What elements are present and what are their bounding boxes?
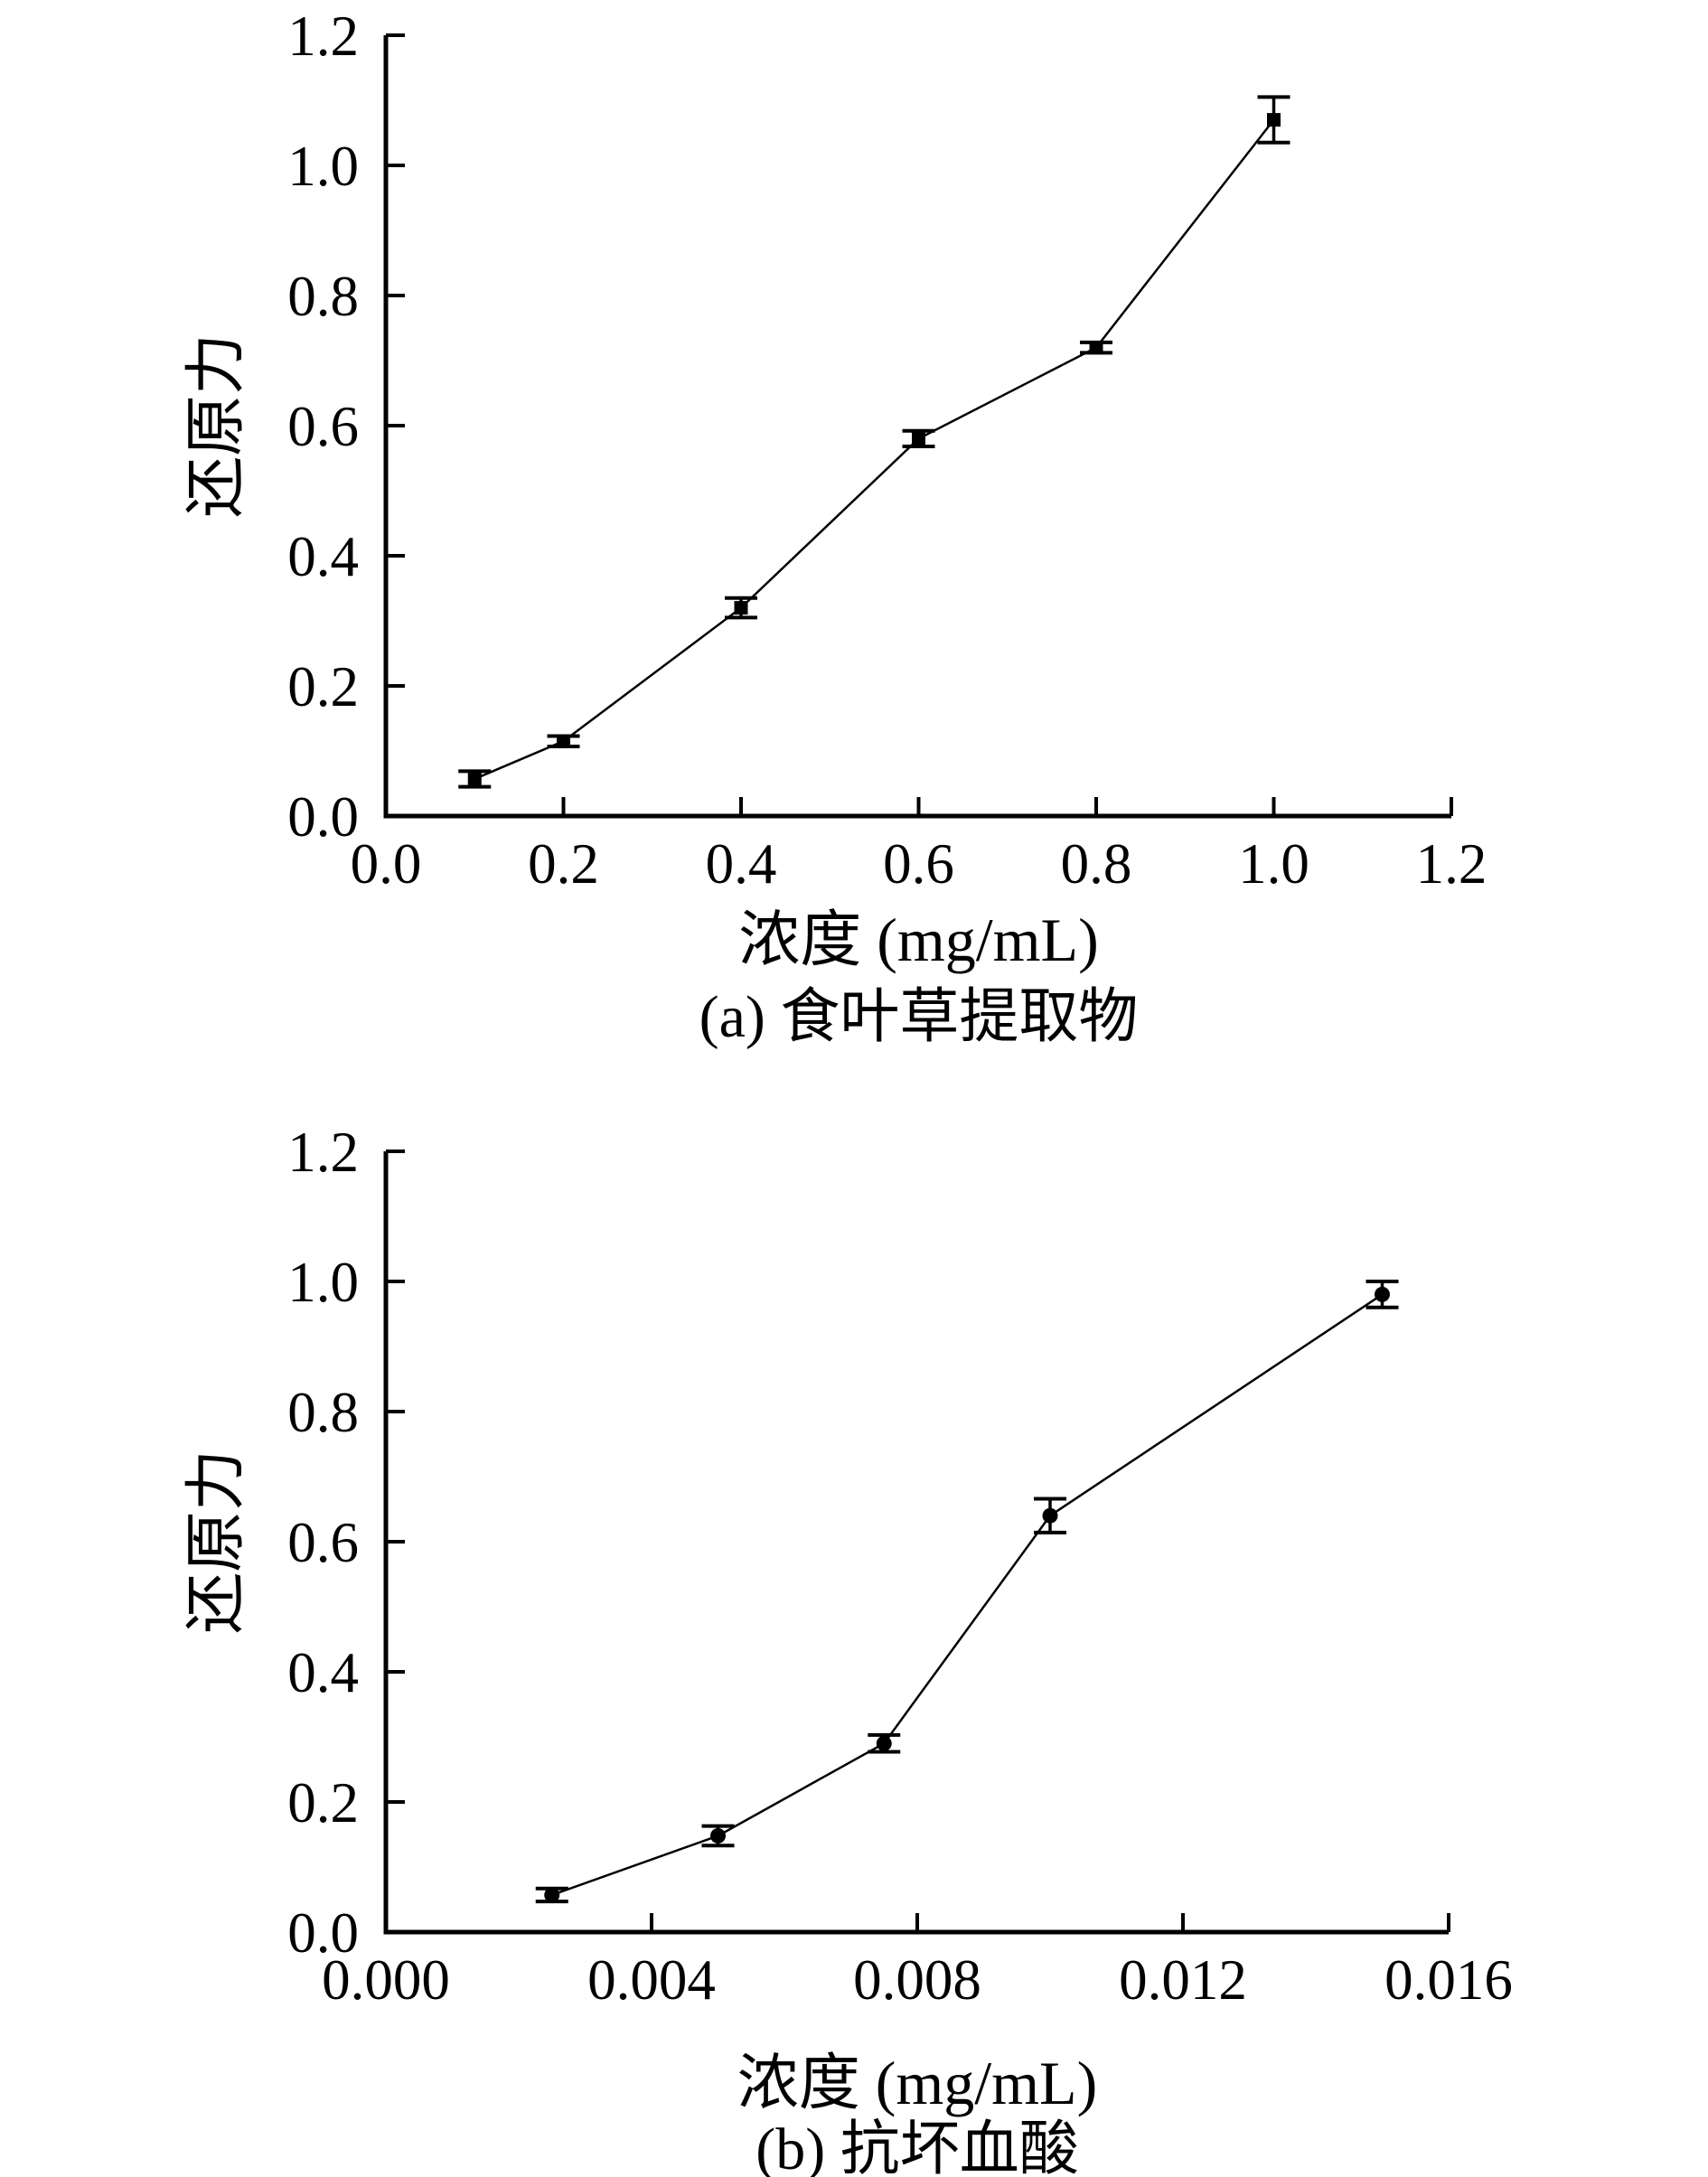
x-tick-label: 1.2 [1416, 832, 1487, 896]
data-line [474, 118, 1275, 781]
data-point-marker [557, 734, 570, 748]
data-point-marker [467, 772, 482, 786]
x-tick-label: 0.012 [1119, 1948, 1247, 2012]
y-tick-label: 0.8 [287, 1381, 359, 1444]
x-axis-title: 浓度 (mg/mL) [737, 2049, 1098, 2117]
data-point-marker [912, 431, 925, 446]
y-tick-label: 0.2 [287, 655, 359, 718]
data-point-marker [1375, 1286, 1390, 1302]
y-tick-label: 0.4 [287, 525, 359, 588]
x-tick-label: 0.4 [706, 832, 777, 896]
x-tick-label: 0.0 [351, 832, 422, 896]
x-tick-label: 0.2 [528, 832, 599, 896]
y-tick-label: 1.0 [287, 1251, 359, 1314]
x-tick-label: 0.004 [587, 1948, 716, 2012]
chart-b: 0.000 0.004 0.008 0.012 0.016 0.0 0.2 0.4 0.6 0.8… [182, 1121, 1513, 2177]
chart-a: 0.0 0.2 0.4 0.6 0.8 1.0 1.2 0.0 0.2 0.4 0.6 0.8 1.0 1… [182, 5, 1487, 1050]
y-tick-label: 0.6 [287, 395, 359, 458]
data-line [551, 1293, 1384, 1897]
y-tick-label: 0.8 [287, 265, 359, 328]
data-point-marker [710, 1827, 726, 1844]
y-tick-label: 1.2 [287, 5, 359, 68]
x-tick-label: 0.8 [1061, 832, 1132, 896]
y-tick-label: 0.2 [287, 1771, 359, 1834]
chart-caption: (b) 抗坏血酸 [755, 2116, 1078, 2177]
data-point-marker [876, 1735, 892, 1751]
y-axis-title: 还原力 [182, 333, 250, 518]
x-tick-label: 0.016 [1384, 1948, 1513, 2012]
y-tick-label: 0.0 [287, 1901, 359, 1965]
data-point-marker [1042, 1507, 1058, 1524]
y-axis-title: 还原力 [182, 1450, 250, 1634]
data-point-marker [544, 1887, 560, 1903]
x-tick-label: 1.0 [1238, 832, 1309, 896]
axis-spines [383, 35, 1451, 819]
data-point-marker [734, 601, 748, 615]
y-tick-label: 0.6 [287, 1511, 359, 1574]
data-point-marker [1089, 341, 1103, 355]
y-tick-label: 0.0 [287, 785, 359, 849]
axis-spines [383, 1151, 1449, 1935]
y-tick-label: 1.0 [287, 135, 359, 198]
x-tick-label: 0.000 [322, 1948, 450, 2012]
chart-caption: (a) 食叶草提取物 [699, 984, 1139, 1050]
y-tick-label: 1.2 [287, 1121, 359, 1184]
x-tick-label: 0.6 [883, 832, 954, 896]
x-axis-title: 浓度 (mg/mL) [738, 906, 1099, 974]
data-point-marker [1267, 113, 1281, 127]
y-tick-label: 0.4 [287, 1641, 359, 1704]
x-tick-label: 0.008 [853, 1948, 981, 2012]
